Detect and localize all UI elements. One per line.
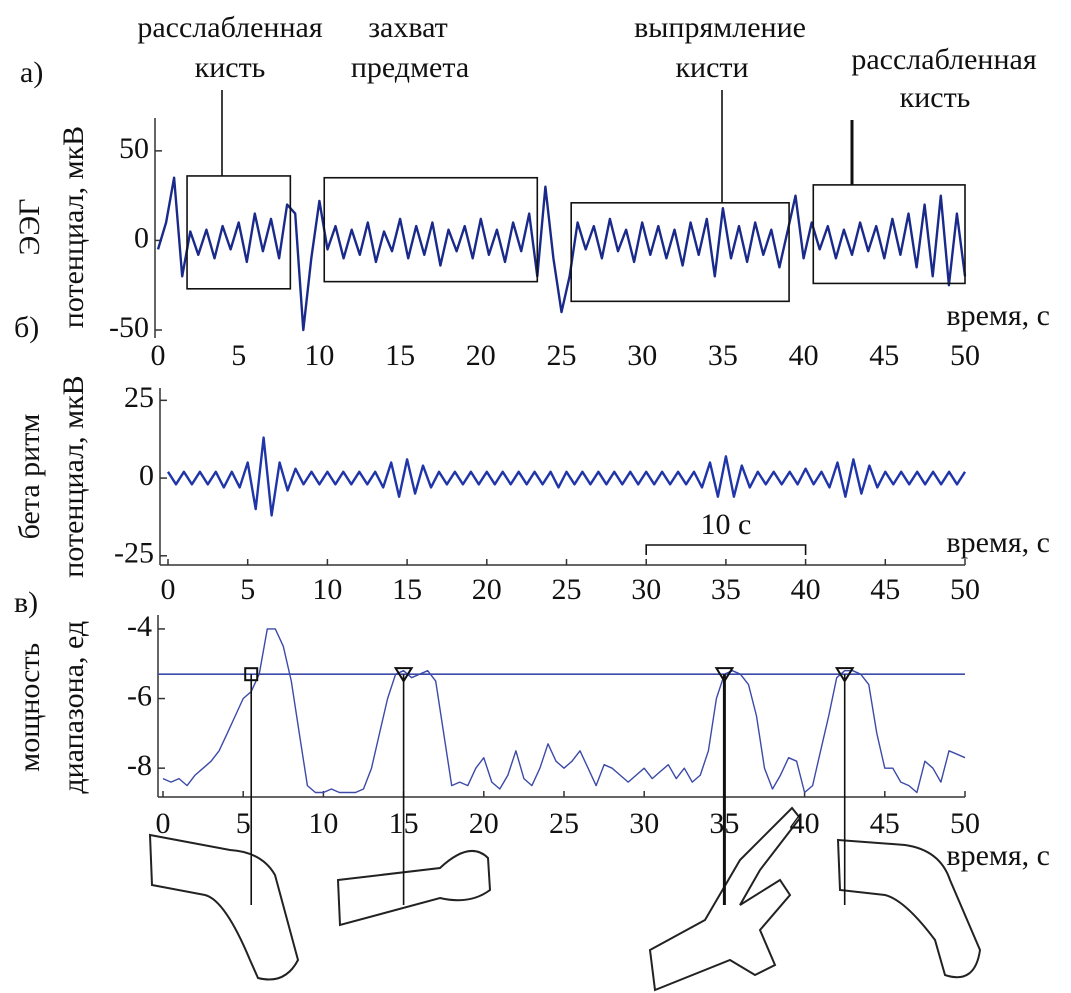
x-tick-label: 45 [870, 573, 900, 606]
hand-grasp [336, 849, 492, 927]
x-tick-label: 50 [950, 807, 980, 840]
x-tick-label: 30 [627, 339, 657, 372]
hand-relaxed [836, 838, 982, 979]
x-tick-label: 15 [392, 573, 422, 606]
x-tick-label: 20 [469, 807, 499, 840]
region-box [186, 175, 292, 290]
x-tick-label: 10 [312, 573, 342, 606]
y-tick-label: 0 [139, 459, 154, 492]
event-marker [714, 667, 735, 684]
event-marker [393, 667, 414, 684]
x-tick-label: 20 [466, 339, 496, 372]
x-tick-label: 50 [950, 339, 980, 372]
y-tick-label: -50 [109, 311, 149, 344]
x-tick-label: 5 [231, 339, 246, 372]
y-axis-label: потенциал, мкВ [57, 375, 90, 577]
x-axis-label: время, с [946, 839, 1050, 872]
scale-bar-label: 10 с [700, 508, 751, 541]
annotation-text: расслабленная [137, 11, 322, 44]
x-tick-label: 25 [549, 807, 579, 840]
x-tick-label: 5 [240, 573, 255, 606]
annotation-text: кисть [900, 81, 971, 114]
y-axis-label: потенциал, мкВ [57, 126, 90, 328]
x-tick-label: 25 [552, 573, 582, 606]
annotation-text: расслабленная [851, 43, 1036, 76]
event-marker [244, 667, 259, 682]
x-tick-label: 50 [950, 573, 980, 606]
x-axis-label: время, с [946, 526, 1050, 559]
x-tick-label: 40 [789, 339, 819, 372]
x-tick-label: 40 [790, 807, 820, 840]
y-tick-label: 0 [134, 221, 149, 254]
y-axis-label: мощность [13, 643, 46, 772]
x-tick-label: 0 [161, 573, 176, 606]
y-tick-label: 25 [124, 381, 154, 414]
x-tick-label: 10 [308, 807, 338, 840]
x-tick-label: 25 [547, 339, 577, 372]
signal-line [162, 628, 966, 794]
x-tick-label: 10 [304, 339, 334, 372]
x-tick-label: 35 [708, 339, 738, 372]
y-tick-label: -4 [127, 610, 152, 643]
panel-label: б) [14, 311, 39, 344]
x-tick-label: 45 [870, 807, 900, 840]
y-tick-label: -8 [127, 749, 152, 782]
scale-bar [645, 544, 807, 555]
y-axis-label: ЭЭГ [13, 199, 46, 256]
x-tick-label: 0 [151, 339, 166, 372]
x-tick-label: 5 [236, 807, 251, 840]
panel-label: в) [14, 586, 38, 619]
y-axis-label: диапазона, ед [57, 621, 90, 794]
region-box [323, 176, 539, 283]
x-axis-label: время, с [946, 299, 1050, 332]
x-tick-label: 45 [869, 339, 899, 372]
signal-line [156, 176, 967, 332]
hand-relaxed [148, 833, 300, 981]
y-axis-label: бета ритм [13, 414, 46, 540]
annotation-text: кисти [675, 51, 748, 84]
x-tick-label: 15 [385, 339, 415, 372]
signal-line [166, 436, 967, 517]
region-box [570, 202, 790, 303]
annotation-text: захват [368, 11, 448, 44]
x-tick-label: 30 [631, 573, 661, 606]
y-tick-label: -25 [114, 537, 154, 570]
panel-label: а) [20, 56, 43, 89]
x-tick-label: 30 [629, 807, 659, 840]
region-box [812, 184, 966, 285]
y-tick-label: 50 [119, 132, 149, 165]
x-tick-label: 35 [711, 573, 741, 606]
y-tick-label: -6 [127, 679, 152, 712]
x-tick-label: 40 [791, 573, 821, 606]
event-marker [834, 667, 855, 684]
x-tick-label: 0 [156, 807, 171, 840]
x-tick-label: 20 [472, 573, 502, 606]
annotation-text: предмета [351, 51, 469, 84]
annotation-text: кисть [195, 51, 266, 84]
annotation-text: выпрямление [634, 11, 806, 44]
